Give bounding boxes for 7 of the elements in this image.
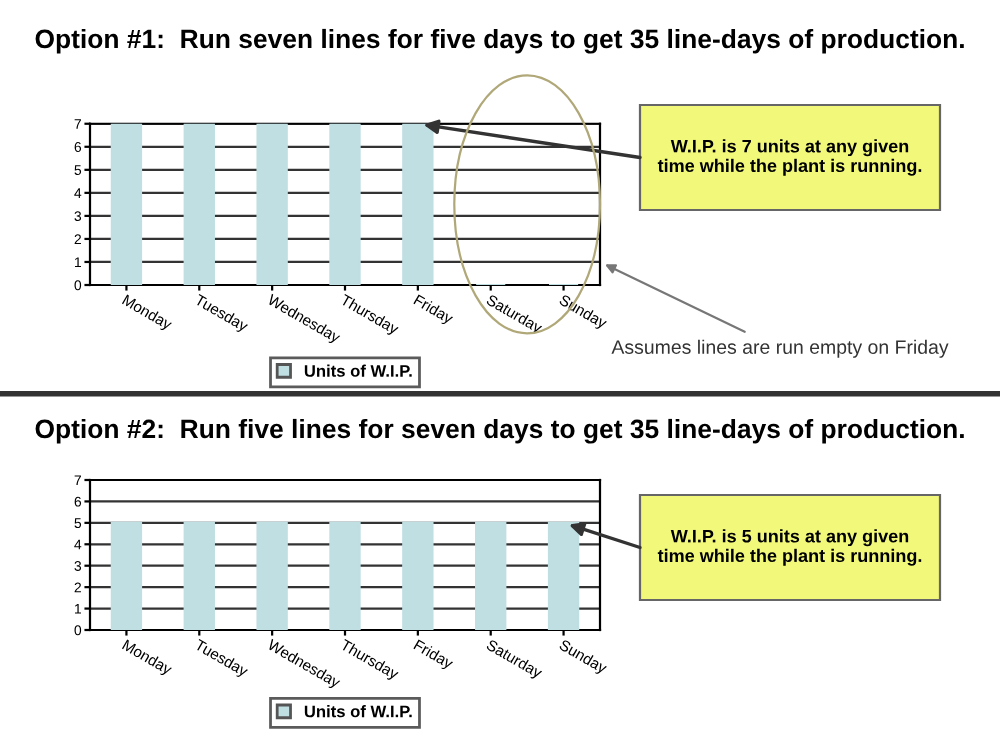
- legend-label: Units of W.I.P.: [304, 364, 412, 377]
- annotation: W.I.P. is 7 units at any given time while the plant is running.: [657, 139, 922, 176]
- chart-title: Option #2: Run five lines for seven days to get 35 line-days of production.: [35, 418, 964, 444]
- legend-label: Units of W.I.P.: [304, 705, 412, 718]
- chart-title: Option #1: Run seven lines for five days to get 35 line-days of production.: [35, 28, 964, 54]
- text: Assumes lines are run empty on Friday: [611, 339, 949, 358]
- annotation: W.I.P. is 5 units at any given time while the plant is running.: [657, 529, 922, 566]
